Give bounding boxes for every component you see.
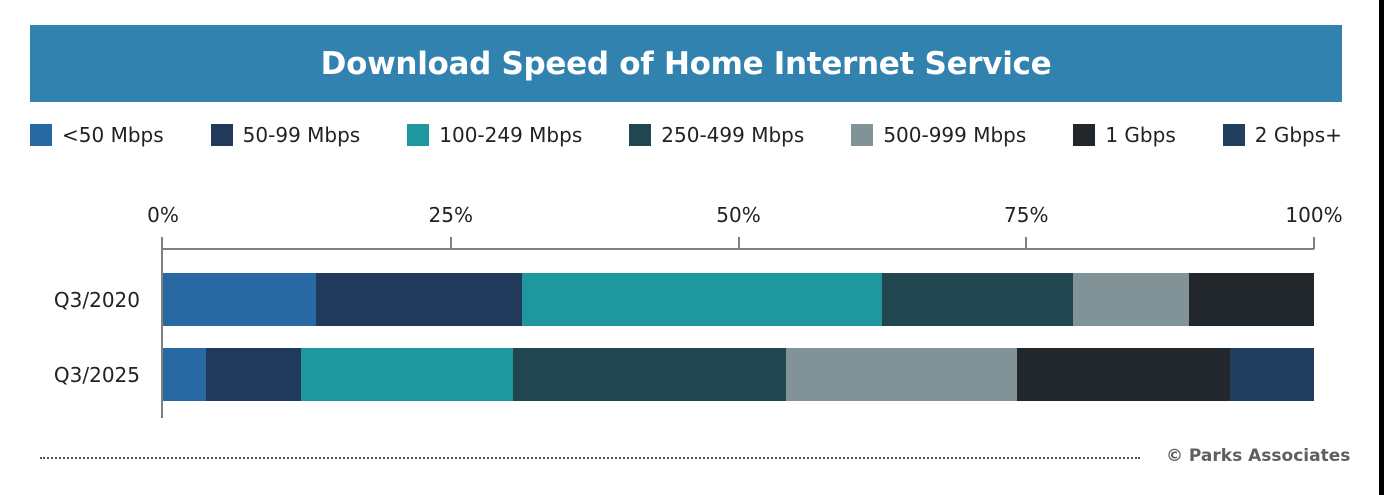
bar-segment [512,348,786,401]
bar-segment [1073,273,1189,326]
bar-segment [1017,348,1230,401]
legend-swatch [629,124,652,146]
legend-item: 50-99 Mbps [210,123,361,147]
legend-item: 2 Gbps+ [1222,123,1342,147]
stacked-bar [163,273,1314,326]
x-tick-label: 100% [1285,203,1343,227]
legend-label: <50 Mbps [62,123,164,147]
legend-item: 100-249 Mbps [407,123,582,147]
x-tick-label: 75% [1004,203,1049,227]
legend-swatch [1222,124,1245,146]
bar-segment [785,348,1018,401]
bar-segment [1229,348,1314,401]
source-credit: © Parks Associates [1166,446,1351,466]
bar-segment [522,273,883,326]
legend-swatch [407,124,430,146]
x-tick-label: 0% [147,203,179,227]
legend-item: 1 Gbps [1073,123,1176,147]
legend-swatch [30,124,52,146]
legend-label: 250-499 Mbps [661,123,805,147]
x-tick-mark [1313,237,1315,249]
legend-label: 50-99 Mbps [242,123,361,147]
legend-swatch [1073,124,1096,146]
legend-label: 1 Gbps [1105,123,1176,147]
right-edge-strip [1379,0,1384,495]
legend-item: 250-499 Mbps [629,123,804,147]
x-tick-mark [1025,237,1028,249]
legend-swatch [851,124,874,146]
chart-title: Download Speed of Home Internet Service [320,45,1052,82]
bar-segment [1188,273,1314,326]
category-label: Q3/2025 [53,362,140,387]
legend-item: 500-999 Mbps [851,123,1026,147]
bar-segment [163,348,206,401]
bar-segment [301,348,513,401]
bar-segment [205,348,302,401]
x-tick-mark [449,237,452,249]
bar-segment [882,273,1074,326]
bar-segment [163,273,317,326]
legend-label: 500-999 Mbps [883,123,1027,147]
footer-divider [40,457,1140,459]
x-axis-line [162,248,1314,250]
bar-segment [316,273,523,326]
legend: <50 Mbps 50-99 Mbps 100-249 Mbps 250-499 Mb… [30,121,1342,149]
legend-item: <50 Mbps [30,123,164,147]
stacked-bar [163,348,1314,401]
x-tick-mark [737,237,740,249]
y-axis-line [161,237,163,418]
x-tick-label: 25% [428,203,473,227]
category-label: Q3/2020 [53,287,140,312]
title-banner: Download Speed of Home Internet Service [30,25,1342,102]
legend-label: 100-249 Mbps [439,123,583,147]
x-tick-label: 50% [716,203,761,227]
legend-swatch [210,124,233,146]
legend-label: 2 Gbps+ [1254,123,1342,147]
